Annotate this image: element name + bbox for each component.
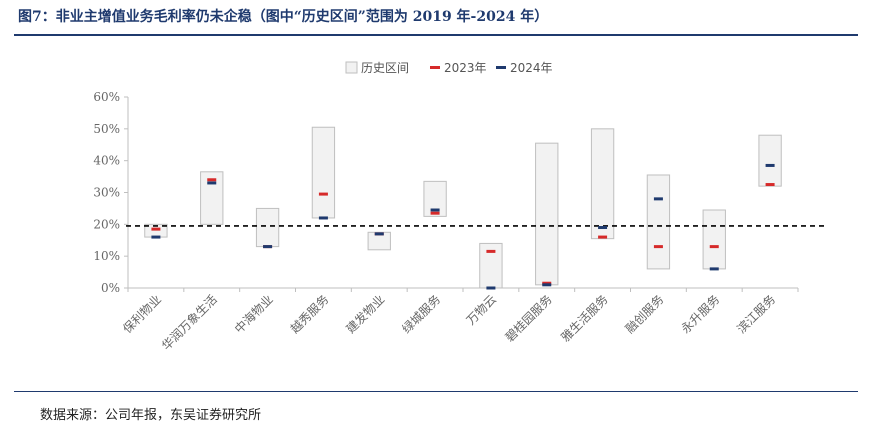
marker-2023-12 [765,183,775,187]
category-label: 滨江服务 [734,292,779,337]
range-bar-12 [758,134,782,187]
range-bar-8 [535,142,559,286]
chart-axes: 0% 10% 20% 30% 40% 50% 60% [93,90,799,295]
y-tick-label: 50% [93,122,120,136]
range-bar-6 [423,180,447,217]
marker-2024-6 [430,208,440,212]
y-tick-label: 40% [93,154,120,168]
marker-2023-8 [542,281,552,285]
legend-range-label: 历史区间 [361,61,409,75]
category-label: 保利物业 [120,292,164,336]
marker-2024-3 [263,245,273,249]
y-tick-label: 10% [93,249,120,263]
category-label: 绿城服务 [399,292,444,337]
range-bar-10 [646,174,671,270]
y-tick-label: 60% [93,90,120,104]
category-label: 雅生活服务 [558,292,611,345]
marker-2023-6 [430,211,440,215]
marker-2024-11 [709,267,719,271]
marker-2023-9 [598,235,608,239]
bottom-rule [14,391,858,392]
category-label: 建发物业 [343,292,388,337]
category-label: 中海物业 [231,292,276,337]
category-label: 华润万象生活 [159,292,220,353]
marker-2024-2 [207,181,217,185]
category-label: 越秀服务 [287,292,332,337]
chart-legend: 历史区间 2023年 2024年 [345,61,553,75]
range-bar-11 [702,209,726,270]
category-label: 永升服务 [678,292,723,337]
source-note: 数据来源：公司年报，东吴证券研究所 [40,408,262,423]
marker-2023-2 [207,178,217,182]
marker-2023-10 [653,245,663,249]
range-bar-3 [255,207,280,248]
y-tick-label: 20% [93,217,120,231]
category-label: 融创服务 [622,292,667,337]
marker-2024-7 [486,286,496,290]
legend-2023-label: 2023年 [444,61,487,75]
year-markers [151,163,775,290]
marker-2024-4 [318,216,328,220]
marker-2024-5 [374,232,384,236]
marker-2024-8 [542,283,552,287]
legend-2024-swatch [496,66,506,69]
y-tick-label: 30% [93,186,120,200]
category-labels: 保利物业华润万象生活 中海物业 越秀服务 建发物业 绿城服务 万物云 碧桂园服务 雅生活服务融… [120,292,778,354]
top-rule [14,34,858,36]
marker-2024-12 [765,163,775,167]
marker-2023-7 [486,249,496,253]
marker-2023-4 [318,192,328,196]
range-bar-9 [590,128,615,240]
marker-2024-9 [598,226,608,230]
y-tick-label: 0% [101,281,120,295]
range-chart: 历史区间 2023年 2024年 0% 10% 20% 30% 40% 50% 60% 保利… [93,61,826,354]
category-label: 万物云 [464,292,499,327]
figure-title: 图7：非业主增值业务毛利率仍未企稳（图中“历史区间”范围为 2019 年-202… [18,9,549,25]
marker-2023-1 [151,227,161,231]
marker-2024-10 [653,197,663,201]
category-label: 碧桂园服务 [502,292,555,345]
range-bar-4 [311,126,336,219]
range-bar-2 [200,171,224,225]
legend-2023-swatch [430,66,440,69]
range-bar-5 [367,231,391,251]
legend-2024-label: 2024年 [510,61,553,75]
range-bars [144,126,782,289]
marker-2024-1 [151,235,161,239]
legend-range-swatch [345,61,358,74]
marker-2023-11 [709,245,719,249]
